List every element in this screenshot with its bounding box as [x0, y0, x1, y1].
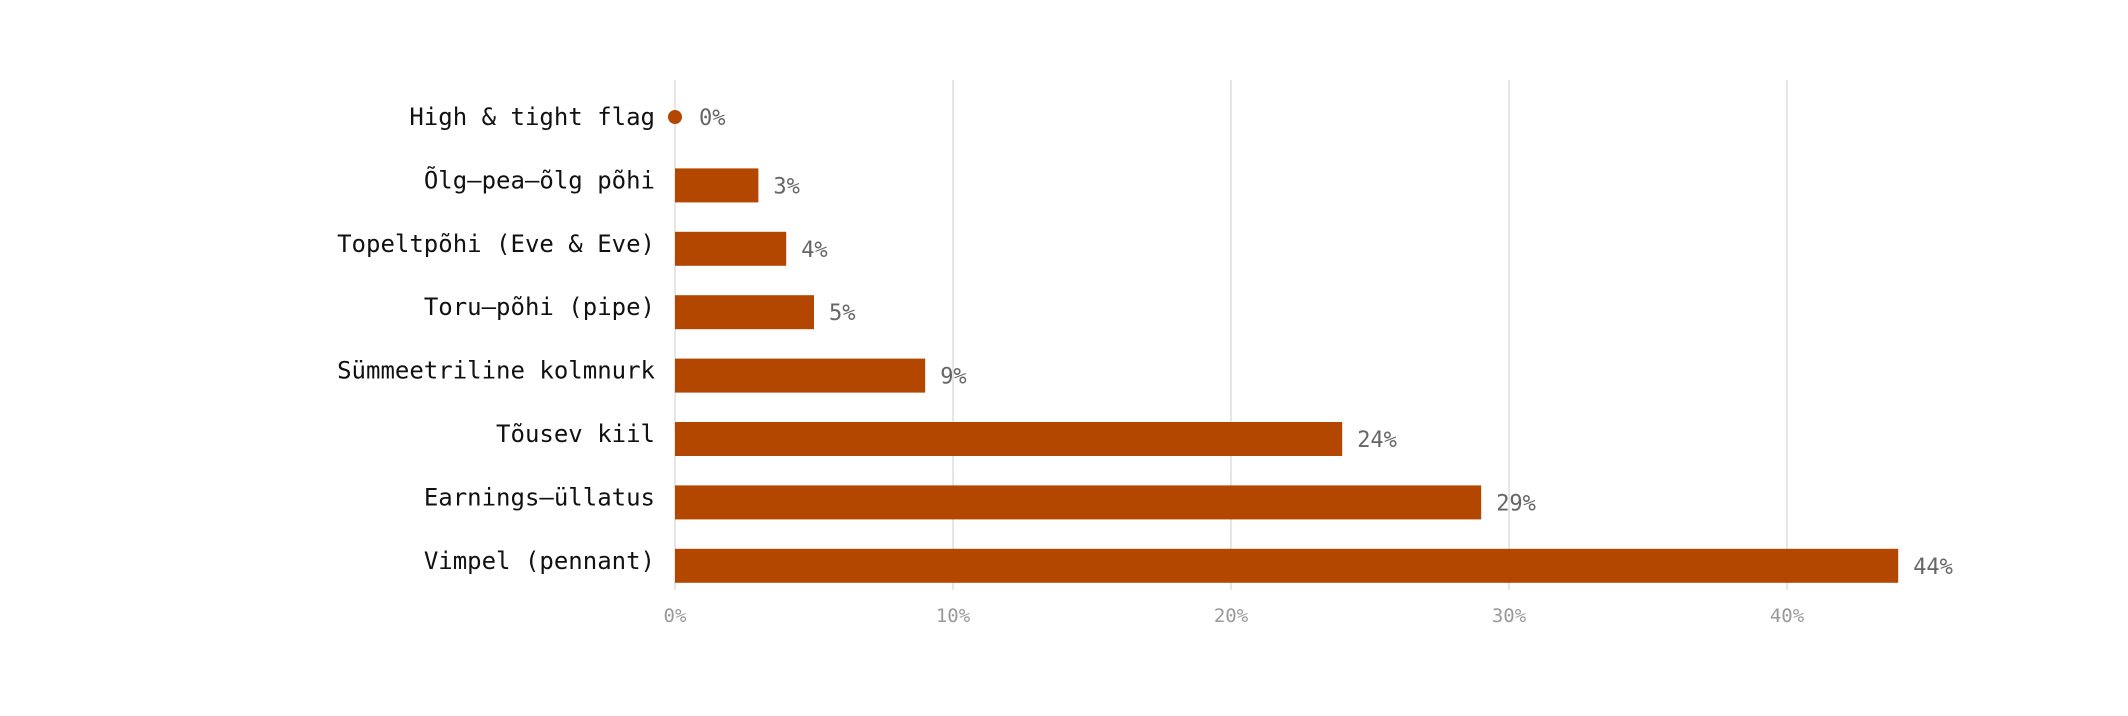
value-label: 4% — [801, 238, 828, 263]
value-label: 0% — [699, 106, 726, 131]
bar — [675, 548, 1899, 583]
category-label: Topeltpõhi (Eve & Eve) — [337, 230, 655, 258]
value-label: 5% — [829, 301, 856, 326]
bar — [675, 231, 787, 266]
x-tick-label: 20% — [1214, 605, 1249, 627]
bar — [675, 485, 1482, 520]
bar — [675, 295, 814, 330]
category-label: Sümmeetriline kolmnurk — [337, 357, 655, 385]
category-label: High & tight flag — [409, 103, 655, 131]
x-tick-label: 40% — [1770, 605, 1805, 627]
category-label: Vimpel (pennant) — [424, 547, 655, 575]
bar — [675, 358, 926, 393]
value-label: 9% — [940, 365, 967, 390]
category-labels: High & tight flag Õlg–pea–õlg põhi Topeltp… — [337, 103, 655, 575]
category-label: Toru–põhi (pipe) — [424, 293, 655, 321]
x-tick-label: 30% — [1492, 605, 1527, 627]
value-label: 44% — [1913, 555, 1953, 580]
bars — [668, 110, 1899, 583]
category-label: Õlg–pea–õlg põhi — [424, 164, 655, 194]
x-axis-ticks: 0% 10% 20% 30% 40% — [664, 605, 1805, 627]
x-tick-label: 0% — [664, 605, 687, 627]
category-label: Earnings–üllatus — [424, 483, 655, 511]
value-label: 3% — [773, 174, 800, 199]
zero-value-marker — [668, 110, 682, 124]
value-label: 24% — [1357, 428, 1397, 453]
category-label: Tõusev kiil — [496, 420, 655, 448]
value-label: 29% — [1496, 491, 1536, 516]
bar — [675, 168, 759, 203]
x-tick-label: 10% — [936, 605, 971, 627]
bar — [675, 422, 1343, 456]
value-labels: 0% 3% 4% 5% 9% 24% 29% 44% — [699, 106, 1953, 580]
